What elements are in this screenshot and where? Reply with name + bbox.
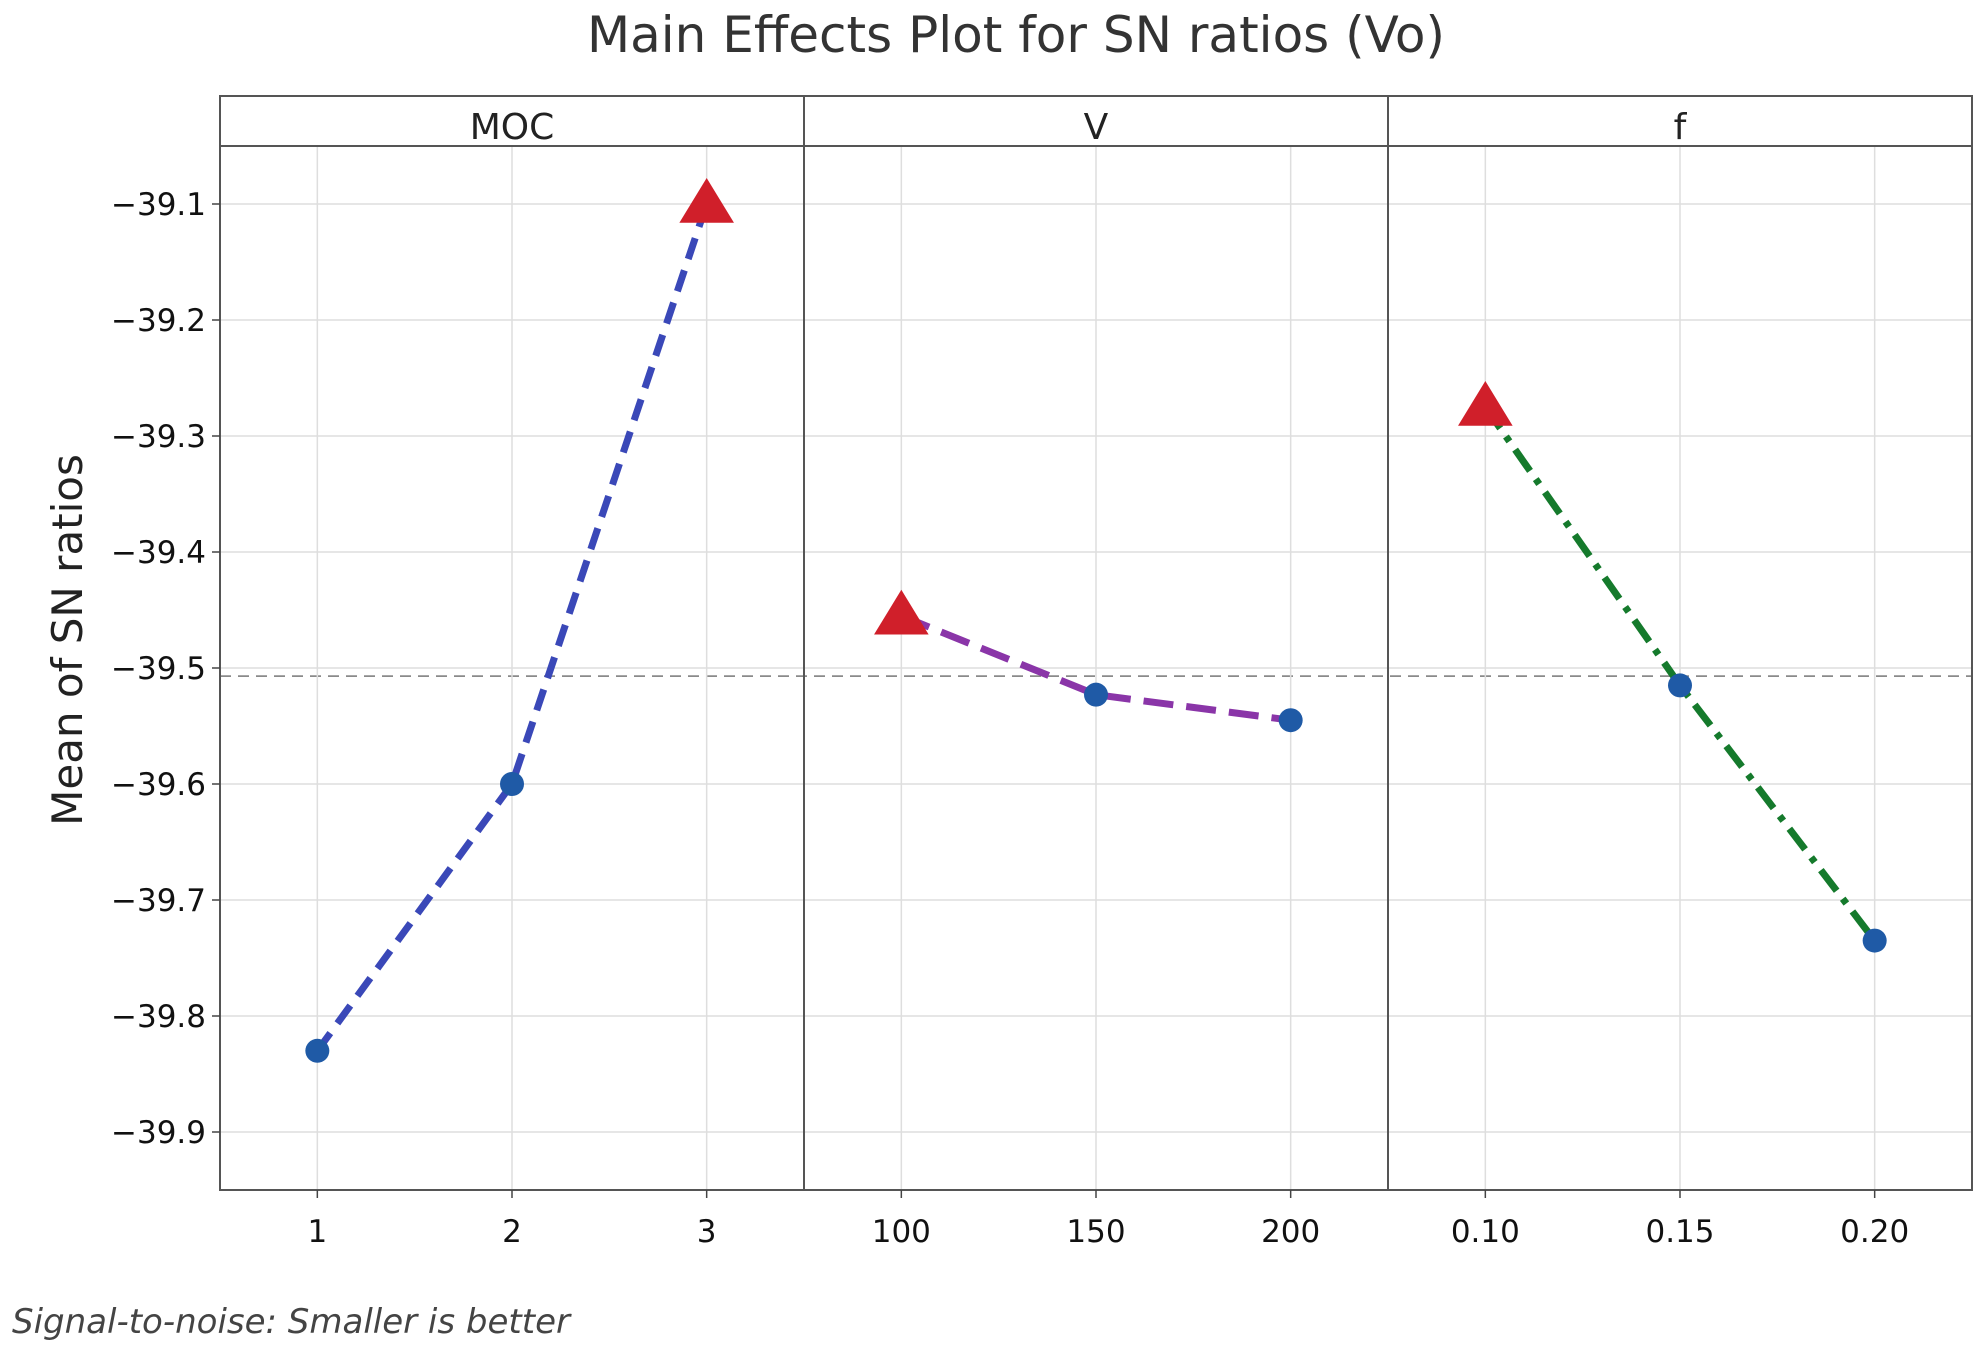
x-tick-label: 0.15 [1645, 1214, 1714, 1250]
x-tick-label: 200 [1261, 1214, 1320, 1250]
footnote: Signal-to-noise: Smaller is better [12, 1302, 572, 1342]
x-tick-label: 3 [697, 1214, 717, 1250]
best-level-triangle-marker [1458, 381, 1513, 426]
series-line-f [1482, 404, 1878, 943]
series [305, 178, 1887, 1063]
data-point-marker [1278, 708, 1303, 733]
x-tick-label: 0.10 [1451, 1214, 1520, 1250]
data-point-marker [1084, 682, 1108, 707]
panel-label: MOC [470, 107, 555, 148]
x-tick-label: 1 [307, 1214, 327, 1250]
y-tick-label: −39.9 [111, 1115, 206, 1151]
y-tick-label: −39.8 [111, 999, 206, 1035]
y-tick-label: −39.3 [111, 419, 206, 455]
best-level-triangle-marker [874, 589, 929, 635]
y-axis-label: Mean of SN ratios [43, 454, 92, 826]
x-tick-label: 2 [502, 1214, 522, 1250]
series-line-MOC [314, 202, 710, 1053]
gridlines [220, 146, 1972, 1190]
panel-label: f [1674, 107, 1688, 148]
y-tick-label: −39.1 [111, 187, 206, 223]
y-tick-label: −39.2 [111, 303, 206, 339]
x-tick-label: 100 [872, 1214, 931, 1250]
x-tick-label: 150 [1066, 1214, 1125, 1250]
chart-title: Main Effects Plot for SN ratios (Vo) [587, 6, 1445, 64]
data-point-marker [500, 772, 524, 796]
y-tick-label: −39.6 [111, 767, 206, 803]
y-tick-label: −39.7 [111, 883, 206, 919]
y-tick-label: −39.5 [111, 651, 206, 687]
y-tick-label: −39.4 [111, 535, 206, 571]
data-point-marker [1668, 673, 1692, 698]
series-line-V [900, 612, 1292, 724]
best-level-triangle-marker [679, 178, 734, 223]
panel-label: V [1084, 107, 1109, 148]
data-point-marker [305, 1038, 330, 1063]
x-tick-label: 0.20 [1840, 1214, 1909, 1250]
y-axis: −39.9 −39.8 −39.7 −39.6 −39.5 −39.4 −39.3 −39.2… [111, 187, 1909, 1250]
data-point-marker [1862, 928, 1887, 953]
